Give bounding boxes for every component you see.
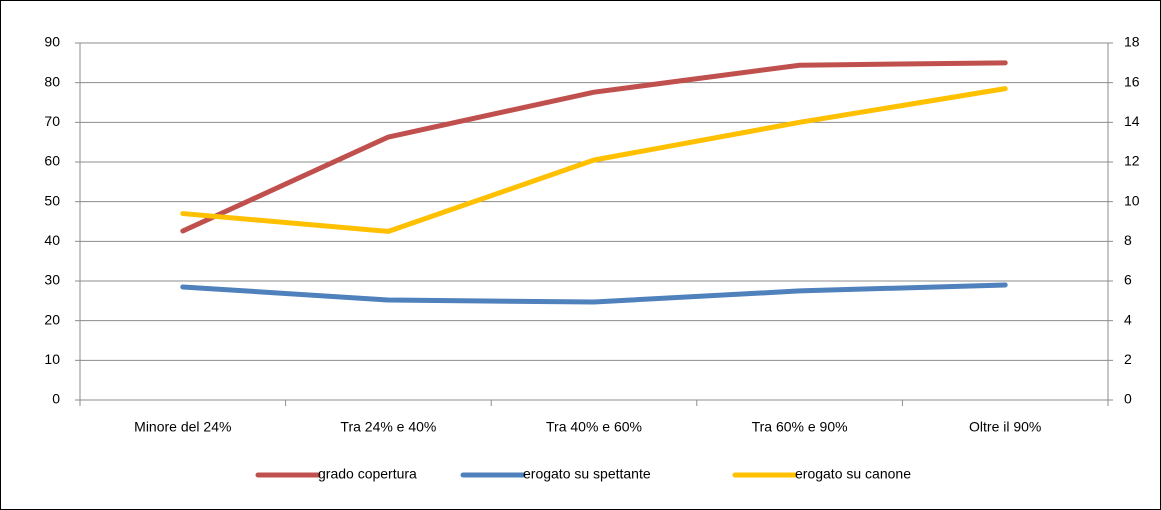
x-tick-label: Oltre il 90% — [969, 419, 1041, 435]
series-line — [180, 282, 1008, 305]
y-tick-label: 0 — [52, 391, 60, 407]
y-tick-label: 80 — [44, 73, 60, 89]
y-tick-label: 70 — [44, 113, 60, 129]
y-tick-label: 40 — [44, 232, 60, 248]
x-tick-label: Tra 24% e 40% — [340, 419, 436, 435]
y2-tick-label: 10 — [1124, 192, 1140, 208]
y2-tick-label: 14 — [1124, 113, 1140, 129]
y-tick-label: 30 — [44, 272, 60, 288]
y2-tick-label: 12 — [1124, 153, 1140, 169]
y2-tick-label: 2 — [1124, 351, 1132, 367]
legend-label: erogato su spettante — [523, 466, 651, 482]
y2-tick-label: 4 — [1124, 311, 1132, 327]
y2-tick-label: 8 — [1124, 232, 1132, 248]
y-tick-label: 90 — [44, 34, 60, 50]
y2-tick-label: 16 — [1124, 73, 1140, 89]
x-tick-label: Tra 60% e 90% — [752, 419, 848, 435]
y-tick-label: 50 — [44, 192, 60, 208]
y-tick-label: 10 — [44, 351, 60, 367]
y2-tick-label: 18 — [1124, 34, 1140, 50]
legend-label: erogato su canone — [795, 466, 911, 482]
y-tick-label: 60 — [44, 153, 60, 169]
x-tick-label: Minore del 24% — [134, 419, 231, 435]
y-tick-label: 20 — [44, 311, 60, 327]
x-tick-label: Tra 40% e 60% — [546, 419, 642, 435]
y2-tick-label: 0 — [1124, 391, 1132, 407]
legend-label: grado copertura — [318, 466, 417, 482]
series-line — [180, 60, 1008, 234]
y2-tick-label: 6 — [1124, 272, 1132, 288]
series-line — [180, 86, 1008, 234]
